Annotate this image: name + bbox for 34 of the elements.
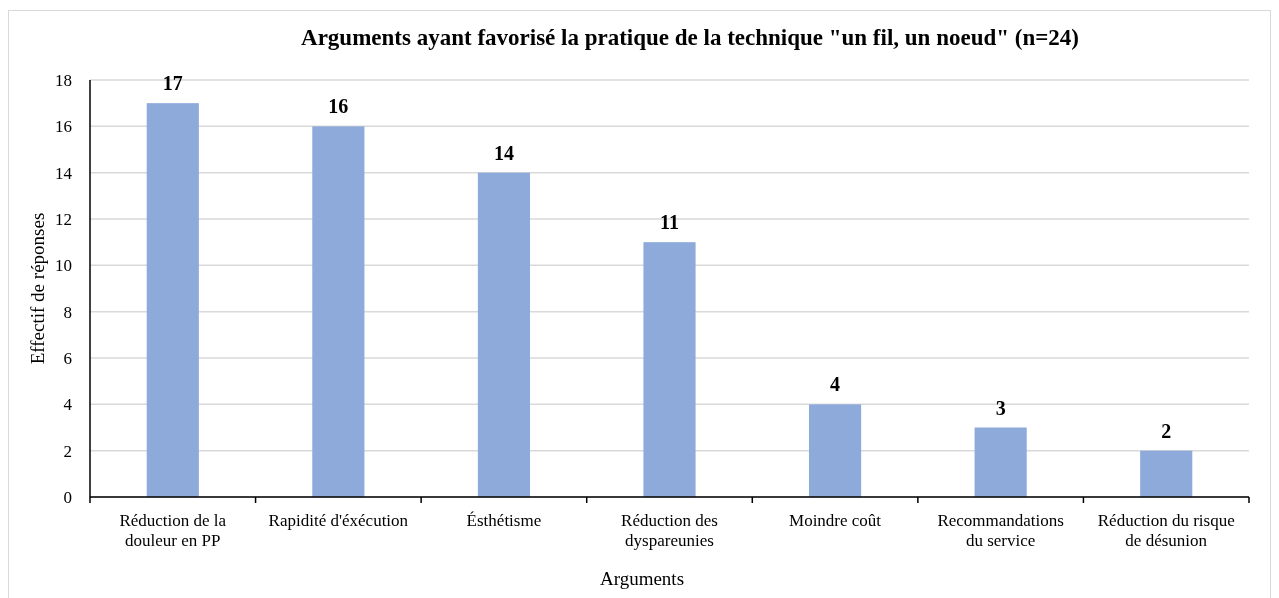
x-axis-title: Arguments <box>599 568 685 589</box>
bar <box>974 427 1027 497</box>
bar <box>477 172 531 497</box>
x-tick-label: Ésthétisme <box>466 511 542 530</box>
x-tick-label: Moindre coût <box>789 511 882 530</box>
bar <box>312 126 365 497</box>
data-label: 4 <box>830 373 841 396</box>
data-label: 11 <box>660 211 679 234</box>
y-tick-label: 12 <box>55 209 72 229</box>
x-tick-label: Recommandations du service <box>937 511 1064 550</box>
bar <box>146 103 199 497</box>
bar <box>1140 450 1193 497</box>
y-tick-label: 6 <box>63 348 72 368</box>
y-tick-label: 16 <box>55 117 72 137</box>
x-tick-label: Réduction de la douleur en PP <box>119 511 227 550</box>
x-tick-label: Rapidité d'éxécution <box>268 511 409 530</box>
y-tick-label: 2 <box>63 441 72 461</box>
y-tick-label: 8 <box>63 302 72 322</box>
y-tick-label: 18 <box>55 70 72 90</box>
y-tick-label: 0 <box>63 487 72 507</box>
data-label: 17 <box>162 72 183 95</box>
y-tick-label: 14 <box>55 163 73 183</box>
x-tick-label: Réduction du risque de désunion <box>1097 511 1235 550</box>
data-label: 3 <box>995 396 1006 419</box>
y-tick-label: 10 <box>55 256 72 276</box>
chart-title: Arguments ayant favorisé la pratique de la technique "un fil, un noeud" (n=24) <box>301 25 1079 50</box>
y-axis-title: Effectif de réponses <box>27 212 48 365</box>
bar <box>808 404 862 497</box>
x-tick-label: Réduction des dyspareunies <box>621 511 718 550</box>
y-tick-label: 4 <box>63 395 73 415</box>
data-label: 14 <box>493 141 514 164</box>
data-label: 2 <box>1161 419 1172 442</box>
data-label: 16 <box>328 95 349 118</box>
bar <box>643 242 696 497</box>
